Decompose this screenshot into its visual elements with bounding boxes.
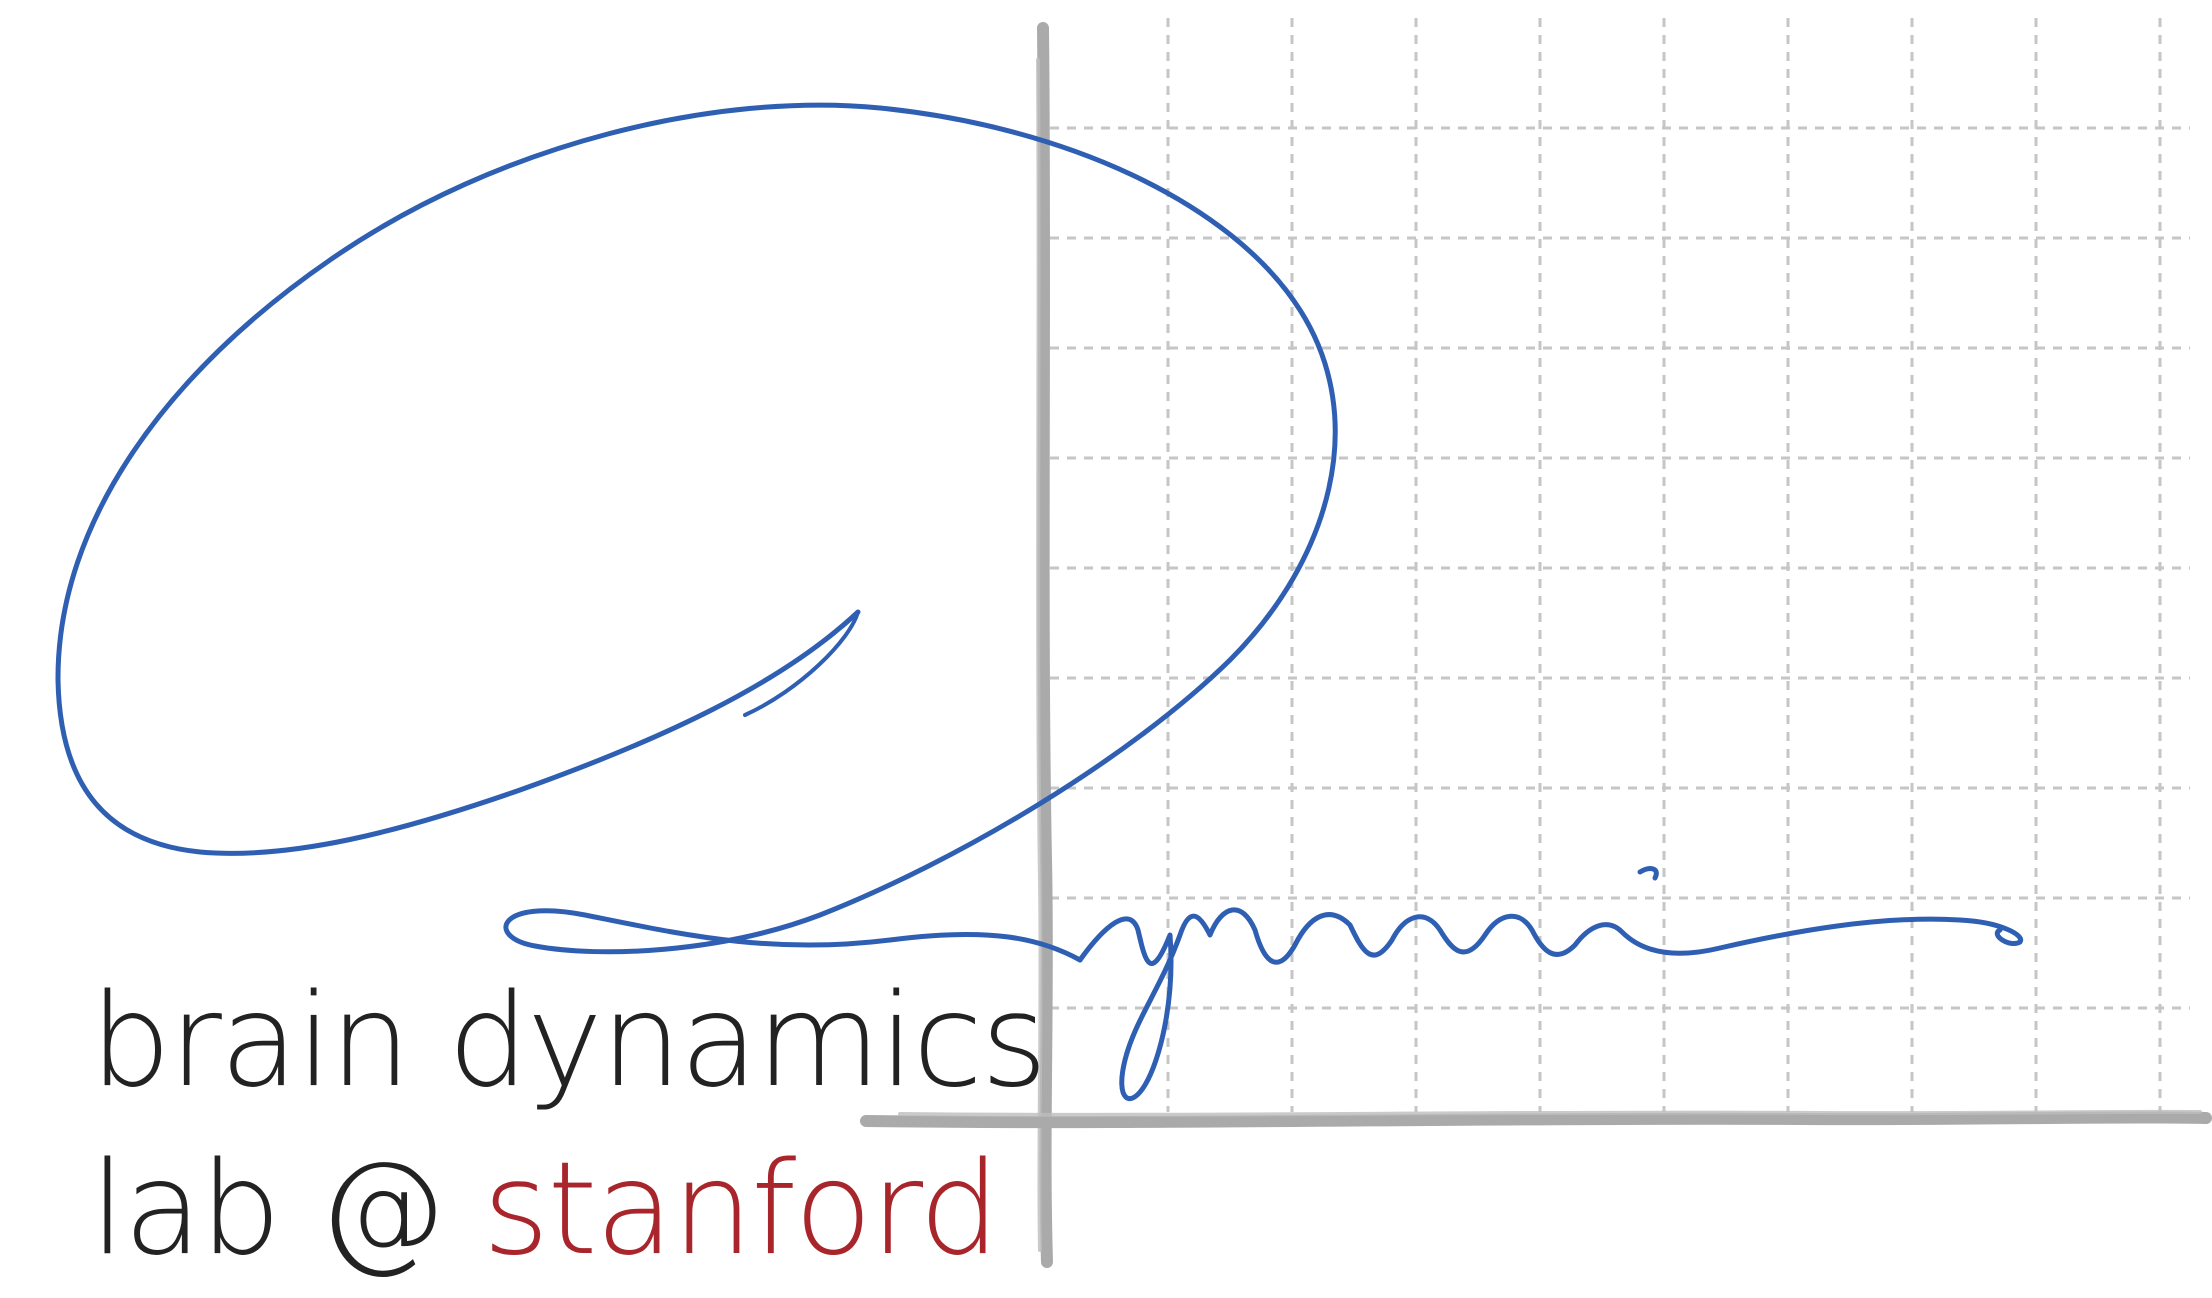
x-axis-texture: [898, 1109, 2202, 1117]
wordmark-line-1: brain dynamics: [90, 967, 1048, 1116]
hand-drawn-axes: [860, 22, 2212, 1268]
signature-stroke-main: [55, 102, 1338, 963]
x-axis: [860, 1111, 2212, 1129]
wordmark-line-2-prefix: lab @: [90, 1135, 483, 1284]
lab-wordmark: brain dynamics lab @ stanford: [90, 958, 1048, 1294]
signature-inner-flourish: [743, 610, 860, 717]
wordmark-accent-stanford: stanford: [482, 1135, 1000, 1284]
dashed-grid: [1050, 18, 2190, 1112]
y-axis: [1037, 22, 1053, 1268]
signature-stroke-letters: [1077, 907, 2024, 1102]
signature-i-dot: [1637, 866, 1659, 881]
wordmark-line-2: lab @ stanford: [90, 1126, 1046, 1294]
cursive-dynamics-signature: [55, 102, 2024, 1102]
